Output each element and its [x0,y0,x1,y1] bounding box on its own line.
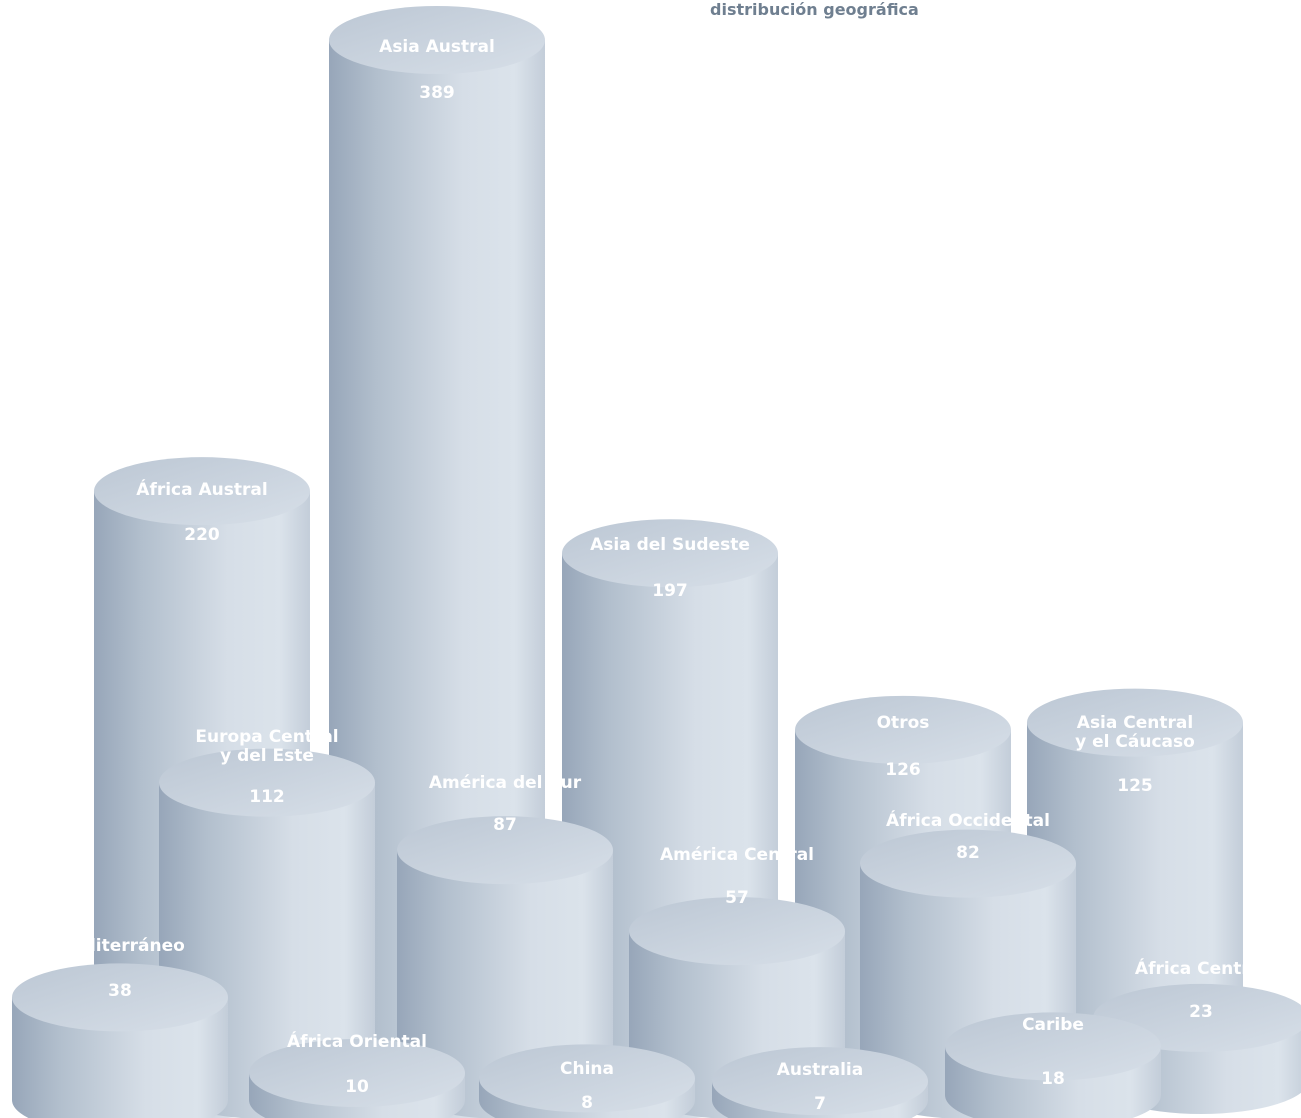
bar-value-label: 197 [652,581,688,601]
bar-value-label: 82 [956,843,980,863]
bar-value-label: 7 [814,1094,826,1114]
bar-top [795,695,1011,764]
bar-category-label: América del Sur [429,773,582,793]
cylinder-bar: Australia 7 [712,1047,928,1118]
bar-top [712,1047,928,1116]
bar-category-label: Asia del Sudeste [590,535,750,555]
bar-top [249,1039,465,1108]
bar-category-label: Australia [777,1060,864,1080]
bar-category-label: África Central [1135,957,1267,979]
cylinder-bar: China 8 [479,1044,695,1118]
bar-top [629,897,845,966]
bars-group: África Austral 220 Asia Austral 389 Asia del… [12,6,1301,1118]
bar-top [397,816,613,885]
bar-category-label: África Oriental [287,1030,427,1052]
bar-value-label: 18 [1041,1069,1065,1089]
bar-category-label: Europa Central y del Este [195,727,338,766]
bar-top [562,519,778,588]
bar-category-label: América Central [660,845,814,865]
bar-value-label: 126 [885,760,921,780]
bar-top [159,748,375,817]
bar-value-label: 220 [184,525,220,545]
bar-value-label: 10 [345,1077,369,1097]
cylinder-bar: Mediterráneo 38 [12,936,228,1118]
bar-category-label: África Austral [136,478,267,500]
bar-category-label: África Occidental [886,809,1050,831]
bar-category-label: Otros [877,713,930,733]
cylinder-bar: África Oriental 10 [249,1030,465,1118]
bar-top [12,963,228,1032]
bar-value-label: 57 [725,888,749,908]
bar-value-label: 125 [1117,776,1153,796]
bar-value-label: 38 [108,981,132,1001]
chart-title: distribución geográfica [710,0,919,19]
bar-category-label: China [560,1059,614,1079]
bar-category-label: Caribe [1022,1015,1084,1035]
bar-value-label: 23 [1189,1002,1213,1022]
bar-top [860,829,1076,898]
bar-category-label: Asia Central y el Cáucaso [1075,713,1195,752]
bar-value-label: 389 [419,83,455,103]
bar-value-label: 112 [249,787,285,807]
bar-value-label: 8 [581,1093,593,1113]
bar-top [329,6,545,74]
bar-top [479,1044,695,1113]
cylinder-bar: Caribe 18 [945,1012,1161,1118]
bar-top [945,1012,1161,1081]
bar-category-label: Mediterráneo [55,936,185,956]
bar-top [1027,688,1243,757]
bar-top [94,457,310,526]
bar-body [12,997,228,1118]
bar-category-label: Asia Austral [379,37,495,57]
bar-value-label: 87 [493,815,517,835]
